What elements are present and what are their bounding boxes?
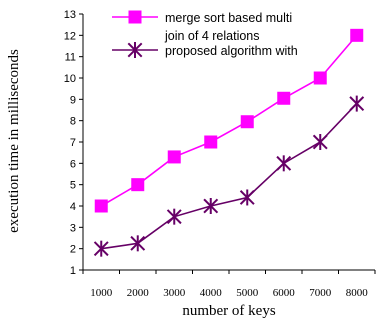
x-axis-label: number of keys <box>182 303 275 319</box>
y-tick-label: 5 <box>70 180 76 192</box>
x-axis-ticks: 1000 2000 3000 4000 5000 6000 7000 8000 <box>82 270 376 299</box>
y-tick-label: 3 <box>70 222 76 234</box>
legend-marker-1 <box>128 10 142 24</box>
x-tick-label: 3000 <box>163 287 186 299</box>
data-point <box>313 71 327 85</box>
y-tick-label: 2 <box>70 244 76 256</box>
data-point <box>203 198 219 214</box>
data-point <box>312 134 328 150</box>
y-tick-label: 1 <box>70 265 76 277</box>
x-tick-label: 6000 <box>273 287 296 299</box>
x-tick-label: 7000 <box>309 287 332 299</box>
chart-series <box>93 28 365 257</box>
x-tick-label: 4000 <box>200 287 223 299</box>
series-line-2 <box>101 103 358 250</box>
x-tick-label: 1000 <box>90 287 113 299</box>
x-tick-label: 5000 <box>236 287 259 299</box>
y-axis-label: execution time in milliseconds <box>6 49 22 233</box>
x-tick-label: 8000 <box>346 287 369 299</box>
y-tick-label: 13 <box>64 9 76 21</box>
data-point <box>276 155 292 172</box>
data-point <box>167 150 181 164</box>
data-point <box>94 199 108 213</box>
data-point <box>93 240 109 257</box>
data-point <box>204 135 218 149</box>
legend-label: merge sort based multi <box>165 11 292 25</box>
data-point <box>239 189 255 206</box>
data-point <box>166 208 182 225</box>
chart-legend: merge sort based multi join of 4 relation… <box>112 10 298 58</box>
y-tick-label: 10 <box>64 73 76 85</box>
legend-label: join of 4 relations <box>164 29 260 43</box>
y-tick-label: 7 <box>70 137 76 149</box>
data-point <box>240 115 254 129</box>
y-tick-label: 11 <box>65 52 76 64</box>
data-point <box>131 178 145 192</box>
data-point <box>350 28 364 42</box>
y-tick-label: 4 <box>70 201 76 213</box>
y-tick-label: 9 <box>70 94 76 106</box>
legend-label: proposed algorithm with <box>165 44 298 58</box>
y-tick-label: 6 <box>70 158 76 170</box>
legend-marker-2 <box>127 42 143 58</box>
data-point <box>349 95 365 112</box>
data-point <box>277 91 291 105</box>
y-tick-label: 8 <box>70 116 76 128</box>
y-tick-label: 12 <box>64 30 76 42</box>
x-tick-label: 2000 <box>127 287 150 299</box>
data-point <box>130 235 146 252</box>
